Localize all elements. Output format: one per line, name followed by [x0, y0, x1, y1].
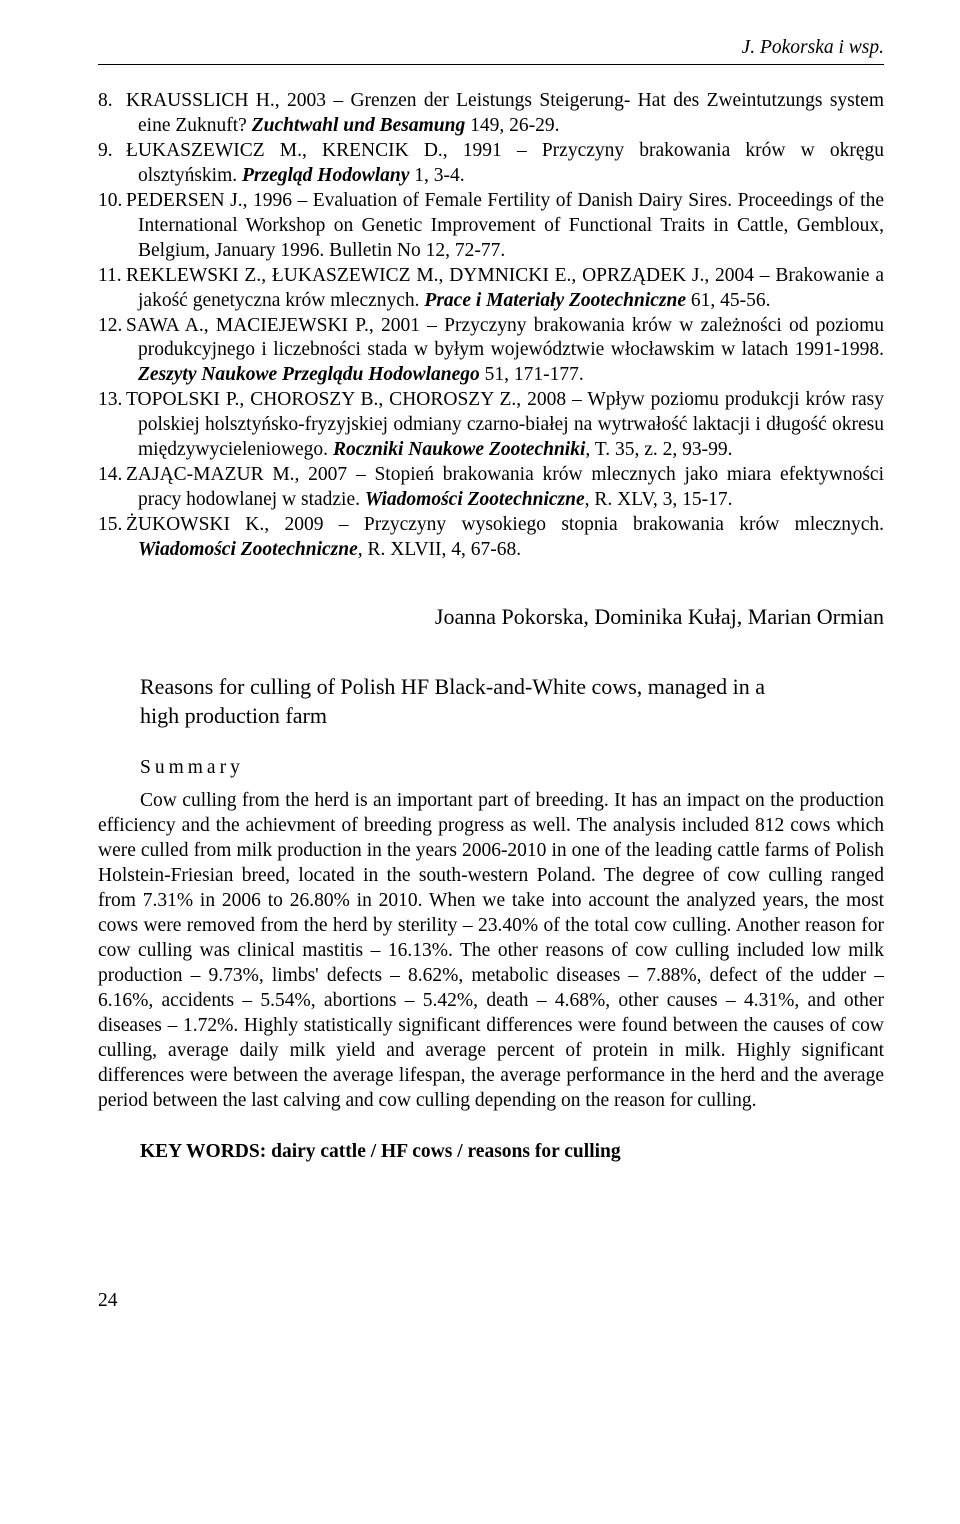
reference-pre: ŁUKASZEWICZ M., KRENCIK D., 1991 – Przyc… [126, 140, 884, 186]
reference-journal: Zeszyty Naukowe Przeglądu Hodowlanego [138, 364, 480, 385]
reference-item: PEDERSEN J., 1996 – Evaluation of Female… [98, 189, 884, 264]
summary-text: Cow culling from the herd is an importan… [98, 789, 884, 1113]
keywords: KEY WORDS: dairy cattle / HF cows / reas… [140, 1140, 884, 1165]
reference-post: 61, 45-56. [686, 290, 771, 311]
references-list: KRAUSSLICH H., 2003 – Grenzen der Leistu… [98, 89, 884, 563]
reference-journal: Roczniki Naukowe Zootechniki [333, 439, 585, 460]
reference-item: KRAUSSLICH H., 2003 – Grenzen der Leistu… [98, 89, 884, 139]
reference-post: , T. 35, z. 2, 93-99. [585, 439, 732, 460]
reference-post: , R. XLV, 3, 15-17. [585, 489, 733, 510]
reference-post: 149, 26-29. [465, 115, 559, 136]
running-head: J. Pokorska i wsp. [98, 36, 884, 61]
reference-pre: ŻUKOWSKI K., 2009 – Przyczyny wysokiego … [126, 514, 884, 535]
reference-item: ZAJĄC-MAZUR M., 2007 – Stopień brakowani… [98, 463, 884, 513]
reference-pre: SAWA A., MACIEJEWSKI P., 2001 – Przyczyn… [126, 315, 884, 361]
reference-item: ŁUKASZEWICZ M., KRENCIK D., 1991 – Przyc… [98, 139, 884, 189]
page-number: 24 [98, 1289, 884, 1314]
reference-journal: Zuchtwahl und Besamung [252, 115, 466, 136]
reference-item: TOPOLSKI P., CHOROSZY B., CHOROSZY Z., 2… [98, 388, 884, 463]
running-head-text: J. Pokorska i wsp. [742, 36, 884, 61]
reference-journal: Wiadomości Zootechniczne [365, 489, 585, 510]
reference-item: SAWA A., MACIEJEWSKI P., 2001 – Przyczyn… [98, 314, 884, 389]
reference-journal: Prace i Materiały Zootechniczne [424, 290, 686, 311]
summary-label: Summary [140, 756, 884, 781]
reference-item: REKLEWSKI Z., ŁUKASZEWICZ M., DYMNICKI E… [98, 264, 884, 314]
reference-item: ŻUKOWSKI K., 2009 – Przyczyny wysokiego … [98, 513, 884, 563]
reference-post: 51, 171-177. [480, 364, 584, 385]
authors-en: Joanna Pokorska, Dominika Kułaj, Marian … [98, 603, 884, 631]
reference-post: 1, 3-4. [409, 165, 464, 186]
reference-journal: Przegląd Hodowlany [242, 165, 409, 186]
reference-pre: PEDERSEN J., 1996 – Evaluation of Female… [126, 190, 884, 261]
summary-body: Cow culling from the herd is an importan… [98, 789, 884, 1113]
title-en: Reasons for culling of Polish HF Black-a… [140, 673, 804, 730]
reference-journal: Wiadomości Zootechniczne [138, 539, 358, 560]
reference-post: , R. XLVII, 4, 67-68. [358, 539, 521, 560]
header-rule [98, 64, 884, 65]
